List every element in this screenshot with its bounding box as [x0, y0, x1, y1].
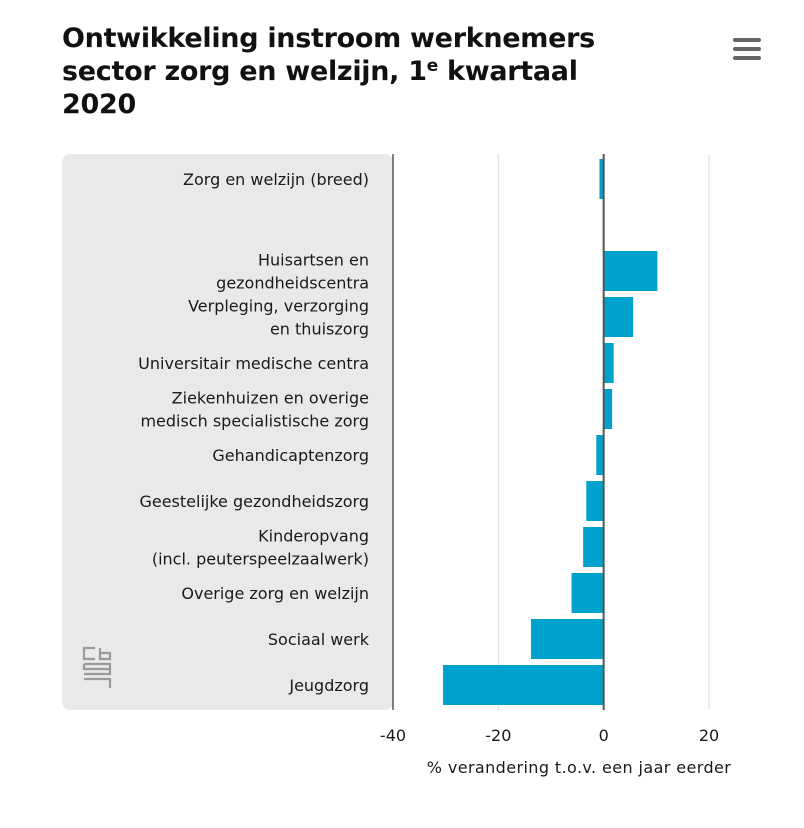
title-line-3: 2020	[62, 89, 136, 120]
x-tick-3: 20	[699, 726, 719, 745]
category-label-5-1: medisch specialistische zorg	[140, 412, 369, 431]
bar-10[interactable]	[530, 619, 604, 659]
category-label-0-0: Zorg en welzijn (breed)	[183, 170, 369, 189]
label-panel	[62, 154, 393, 710]
bar-9[interactable]	[571, 573, 604, 613]
bar-8[interactable]	[583, 527, 604, 567]
bar-7[interactable]	[586, 481, 604, 521]
x-tick-1: -20	[485, 726, 511, 745]
category-label-2-0: Huisartsen en	[258, 251, 369, 270]
bar-0[interactable]	[599, 159, 604, 199]
x-tick-2: 0	[599, 726, 609, 745]
title-line-1: Ontwikkeling instroom werknemers	[62, 23, 595, 54]
category-label-11-0: Jeugdzorg	[288, 676, 369, 695]
bar-3[interactable]	[603, 297, 634, 337]
bars	[443, 154, 658, 710]
chart-title: Ontwikkeling instroom werknemers sector …	[62, 22, 622, 121]
bar-11[interactable]	[443, 665, 604, 705]
bar-5[interactable]	[603, 389, 613, 429]
title-line-2-suffix: kwartaal	[437, 56, 578, 87]
category-labels: Zorg en welzijn (breed) Huisartsen en gezo…	[138, 170, 370, 695]
bar-2[interactable]	[603, 251, 658, 291]
category-label-3-0: Verpleging, verzorging	[188, 297, 369, 316]
category-label-2-1: gezondheidscentra	[216, 274, 369, 293]
bar-4[interactable]	[603, 343, 614, 383]
x-tick-labels: -40 -20 0 20	[380, 726, 719, 745]
title-superscript: e	[426, 56, 439, 76]
category-label-7-0: Geestelijke gezondheidszorg	[139, 492, 369, 511]
title-line-2: sector zorg en welzijn, 1e kwartaal	[62, 55, 622, 88]
category-label-4-0: Universitair medische centra	[138, 354, 369, 373]
gridlines	[392, 154, 710, 710]
category-label-8-0: Kinderopvang	[258, 527, 369, 546]
category-label-6-0: Gehandicaptenzorg	[212, 446, 369, 465]
category-label-9-0: Overige zorg en welzijn	[181, 584, 369, 603]
cbs-logo-icon	[82, 646, 112, 688]
hamburger-menu-icon[interactable]	[733, 38, 763, 62]
x-tick-0: -40	[380, 726, 406, 745]
category-label-5-0: Ziekenhuizen en overige	[172, 389, 369, 408]
category-label-10-0: Sociaal werk	[268, 630, 370, 649]
category-label-8-1: (incl. peuterspeelzaalwerk)	[152, 550, 369, 569]
x-axis-label: % verandering t.o.v. een jaar eerder	[427, 758, 731, 777]
category-label-3-1: en thuiszorg	[270, 320, 369, 339]
title-line-2-text: sector zorg en welzijn, 1	[62, 56, 427, 87]
bar-6[interactable]	[596, 435, 604, 475]
